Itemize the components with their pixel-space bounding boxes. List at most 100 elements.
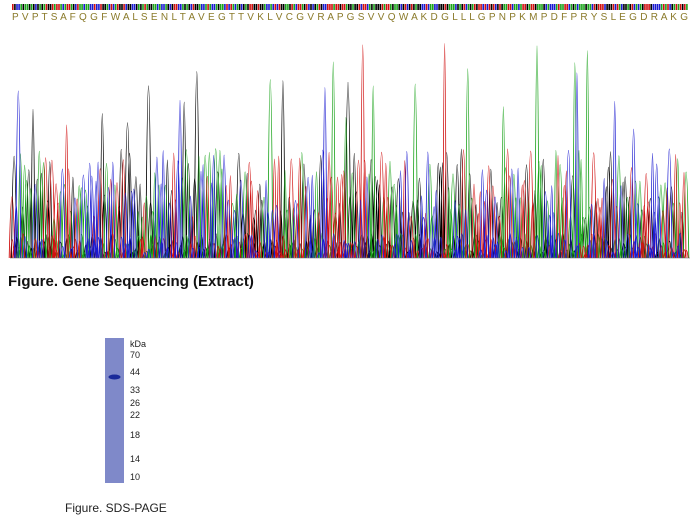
base-call (196, 4, 199, 10)
base-call (247, 4, 249, 10)
base-call (459, 4, 461, 10)
base-call (530, 4, 533, 10)
base-call (419, 4, 421, 10)
base-call (215, 4, 218, 10)
base-call (398, 4, 400, 10)
base-call (453, 4, 455, 10)
base-call (43, 4, 46, 10)
base-call (371, 4, 373, 10)
base-call (156, 4, 159, 10)
gel-caption: Figure. SDS-PAGE (65, 501, 167, 515)
marker-label: 44 (130, 367, 140, 377)
base-call (331, 4, 333, 10)
base-call (387, 4, 390, 10)
base-call (631, 4, 634, 10)
base-call (318, 4, 321, 10)
base-call (427, 4, 430, 10)
base-call (226, 4, 228, 10)
base-call (207, 4, 209, 10)
base-call (161, 4, 163, 10)
base-call (192, 4, 195, 10)
base-call (264, 4, 266, 10)
base-call (562, 4, 564, 10)
base-call (312, 4, 314, 10)
base-call (503, 4, 505, 10)
base-call (681, 4, 684, 10)
base-call (665, 4, 667, 10)
base-call (663, 4, 665, 10)
base-call (163, 4, 165, 10)
base-call (511, 4, 514, 10)
base-call (14, 4, 16, 10)
base-call (327, 4, 329, 10)
base-call (484, 4, 487, 10)
marker-label: 33 (130, 385, 140, 395)
base-call (509, 4, 512, 10)
base-call (589, 4, 592, 10)
base-call (173, 4, 176, 10)
base-call (474, 4, 476, 10)
base-call (642, 4, 644, 10)
base-call (165, 4, 167, 10)
base-call (411, 4, 413, 10)
base-call (423, 4, 426, 10)
base-call (375, 4, 377, 10)
base-call (26, 4, 29, 10)
base-call (234, 4, 237, 10)
base-call (89, 4, 92, 10)
base-call (392, 4, 394, 10)
base-call (138, 4, 140, 10)
marker-label: 18 (130, 430, 140, 440)
base-call (299, 4, 302, 10)
base-call (366, 4, 369, 10)
base-call (150, 4, 153, 10)
base-call (329, 4, 331, 10)
base-call (417, 4, 419, 10)
base-call (70, 4, 73, 10)
protein-band (108, 374, 121, 380)
base-call (488, 4, 491, 10)
base-call (396, 4, 398, 10)
base-call (56, 4, 58, 10)
base-call (658, 4, 661, 10)
base-call (201, 4, 203, 10)
base-call (123, 4, 125, 10)
base-call (440, 4, 442, 10)
base-call (434, 4, 436, 10)
base-call (333, 4, 335, 10)
base-call (486, 4, 489, 10)
base-call (133, 4, 136, 10)
base-call (337, 4, 340, 10)
base-call (547, 4, 550, 10)
base-call (238, 4, 241, 10)
base-call (104, 4, 106, 10)
base-call (591, 4, 594, 10)
base-call (35, 4, 37, 10)
base-call (119, 4, 121, 10)
base-call (425, 4, 428, 10)
base-call (303, 4, 306, 10)
base-call (129, 4, 132, 10)
base-call (457, 4, 459, 10)
base-call (608, 4, 610, 10)
base-call (629, 4, 631, 10)
base-call (520, 4, 522, 10)
base-call (278, 4, 281, 10)
base-call (314, 4, 316, 10)
base-call (560, 4, 562, 10)
base-call (45, 4, 48, 10)
base-call (478, 4, 480, 10)
base-call (51, 4, 54, 10)
base-call (114, 4, 117, 10)
base-call (583, 4, 585, 10)
base-call (539, 4, 541, 10)
base-call (100, 4, 102, 10)
base-call (255, 4, 258, 10)
base-call (600, 4, 602, 10)
chromatogram-trace (8, 43, 690, 259)
base-call (646, 4, 648, 10)
base-call (102, 4, 104, 10)
base-call (677, 4, 680, 10)
base-call (72, 4, 75, 10)
